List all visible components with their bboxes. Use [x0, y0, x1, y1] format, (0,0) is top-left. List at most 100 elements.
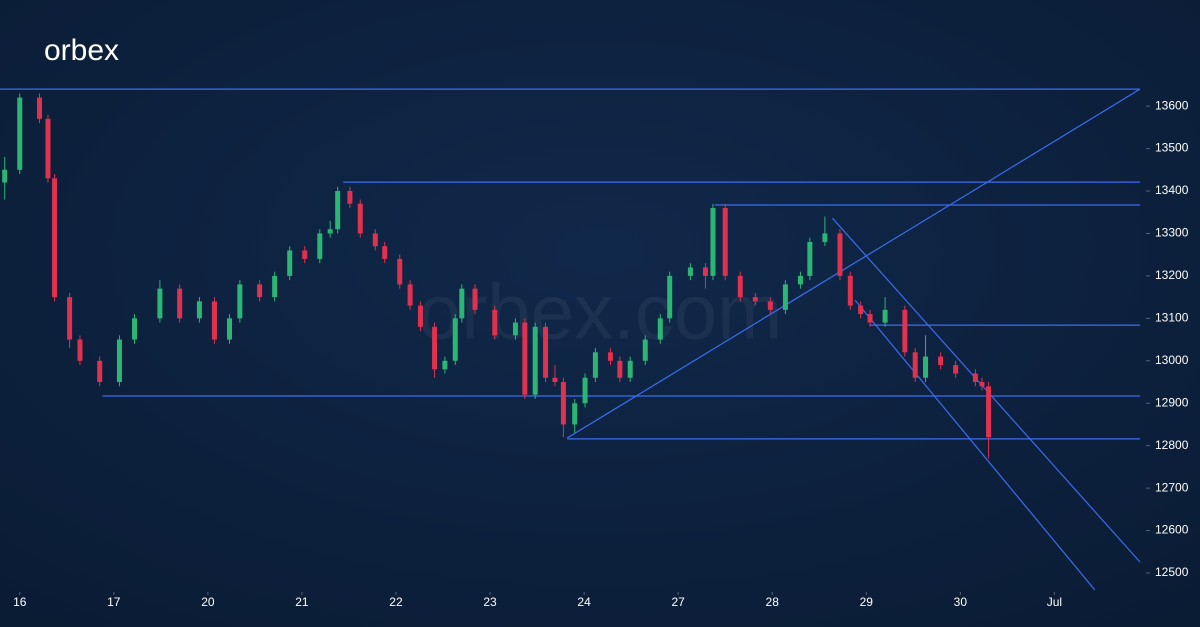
x-tick-label: 22: [389, 595, 403, 609]
candle-body: [372, 233, 378, 247]
y-tick-label: 12900: [1155, 395, 1189, 409]
candle-body: [77, 339, 83, 361]
y-tick-label: 13600: [1155, 98, 1189, 112]
y-tick-label: 13000: [1155, 353, 1189, 367]
candle-body: [617, 360, 623, 378]
y-tick-label: 12800: [1155, 438, 1189, 452]
candle-body: [552, 377, 558, 383]
trend-line: [854, 299, 1096, 591]
candle-body: [642, 339, 648, 361]
candle-body: [722, 207, 728, 276]
candle-body: [302, 250, 308, 259]
candle-body: [582, 377, 588, 404]
candle-body: [357, 203, 363, 234]
candle-body: [767, 301, 773, 310]
candle-body: [572, 403, 578, 425]
candle-body: [752, 297, 758, 302]
x-tick-label: 27: [671, 595, 685, 609]
x-tick-label: 17: [107, 595, 121, 609]
candle-body: [237, 284, 243, 319]
candle-body: [923, 356, 929, 378]
candle-body: [592, 352, 598, 378]
watermark: orbex.com: [418, 268, 782, 356]
x-tick-label: 28: [766, 595, 780, 609]
y-tick-label: 12500: [1155, 565, 1189, 579]
candle-body: [397, 258, 403, 285]
candle-body: [335, 191, 341, 230]
candle-body: [459, 288, 465, 319]
candle-body: [986, 386, 992, 438]
logo: orbex: [44, 34, 119, 67]
candle-body: [972, 373, 978, 383]
x-tick-label: Jul: [1047, 595, 1062, 609]
y-tick-label: 13400: [1155, 183, 1189, 197]
candle-body: [382, 246, 388, 259]
candle-body: [522, 322, 528, 395]
candle-body: [327, 229, 333, 234]
x-tick-label: 20: [201, 595, 215, 609]
candle-body: [702, 267, 708, 276]
candle-body: [867, 314, 873, 323]
candle-body: [227, 318, 233, 340]
candle-body: [52, 178, 58, 298]
candle-body: [45, 118, 51, 179]
candle-body: [287, 250, 293, 276]
trend-line: [566, 88, 1141, 439]
y-tick-label: 12600: [1155, 523, 1189, 537]
candle-body: [177, 288, 183, 319]
candle-body: [532, 326, 538, 395]
candle-body: [710, 207, 716, 276]
candle-body: [272, 275, 278, 298]
candle-body: [417, 305, 423, 327]
candle-body: [407, 284, 413, 306]
candle-body: [67, 297, 73, 340]
candle-body: [543, 326, 549, 378]
candle-body: [472, 288, 478, 310]
candle-body: [687, 267, 693, 276]
y-tick-label: 13500: [1155, 141, 1189, 155]
candle-body: [157, 288, 163, 319]
candle-body: [97, 360, 103, 383]
candle-body: [452, 318, 458, 361]
candle-body: [196, 301, 202, 319]
candle-body: [979, 382, 985, 387]
x-tick-label: 23: [483, 595, 497, 609]
candle-body: [657, 318, 663, 340]
candle-body: [847, 275, 853, 306]
candle-body: [211, 301, 217, 340]
y-tick-label: 13200: [1155, 268, 1189, 282]
candle-body: [442, 360, 448, 370]
candle-body: [17, 97, 23, 170]
candle-body: [822, 233, 828, 242]
candle-body: [782, 284, 788, 310]
candle-body: [807, 241, 813, 276]
candle-body: [627, 360, 633, 378]
candle-body: [512, 322, 518, 336]
candle-body: [257, 284, 263, 298]
candle-body: [347, 191, 353, 204]
candle-body: [667, 275, 673, 319]
candle-body: [912, 352, 918, 378]
candle-body: [432, 326, 438, 370]
x-tick-label: 29: [860, 595, 874, 609]
candle-body: [902, 309, 908, 353]
candle-body: [953, 365, 959, 374]
y-tick-label: 13300: [1155, 226, 1189, 240]
candle-body: [2, 169, 8, 183]
candle-body: [116, 339, 122, 383]
candle-body: [858, 305, 864, 315]
candle-body: [938, 356, 944, 366]
candle-body: [317, 233, 323, 259]
candle-body: [882, 309, 888, 323]
y-tick-label: 13100: [1155, 311, 1189, 325]
plot-area: 12500 12600 12700 12800 12900 13000 13100 13200…: [0, 88, 1189, 609]
candle-body: [37, 97, 43, 119]
candle-body: [560, 382, 566, 425]
x-tick-label: 24: [577, 595, 591, 609]
candle-body: [492, 309, 498, 336]
candle-body: [737, 275, 743, 298]
candle-body: [797, 275, 803, 285]
candle-body: [607, 352, 613, 361]
